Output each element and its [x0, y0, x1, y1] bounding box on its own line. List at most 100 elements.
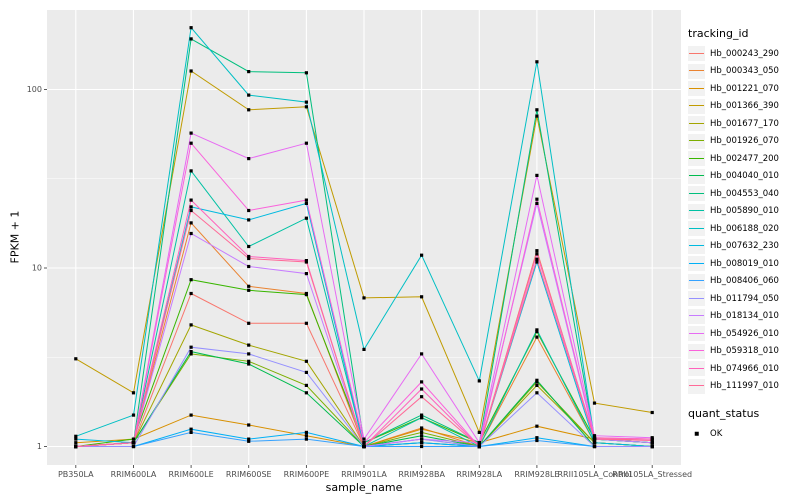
data-point — [420, 430, 424, 434]
data-point — [247, 423, 251, 427]
data-point — [304, 430, 308, 434]
legend-item-label: Hb_001926_070 — [710, 136, 779, 147]
legend-item-label: Hb_008406_060 — [710, 276, 779, 287]
legend-item-label: Hb_006188_020 — [710, 223, 779, 234]
data-point — [189, 131, 193, 135]
data-point — [247, 284, 251, 288]
legend-key — [688, 151, 705, 167]
data-point — [362, 441, 366, 445]
quant-legend-item: OK — [688, 425, 798, 443]
line-swatch-icon — [689, 280, 704, 282]
data-point — [304, 260, 308, 264]
legend-item-label: Hb_005890_010 — [710, 206, 779, 217]
line-swatch-icon — [689, 332, 704, 334]
data-point — [304, 434, 308, 438]
data-point — [247, 157, 251, 161]
data-point — [74, 357, 78, 361]
data-point — [247, 288, 251, 292]
data-point — [304, 71, 308, 75]
legend-item-label: Hb_001677_170 — [710, 118, 779, 129]
legend-item-label: Hb_002477_200 — [710, 153, 779, 164]
legend-item: Hb_008019_010 — [688, 255, 798, 273]
data-point — [420, 444, 424, 449]
data-point — [189, 323, 193, 327]
data-point — [535, 424, 539, 428]
x-tick-label: RRIM901LA — [341, 470, 387, 479]
data-point — [189, 26, 193, 30]
data-point — [304, 216, 308, 220]
legend-key — [688, 203, 705, 219]
data-point — [247, 439, 251, 443]
x-tick-label: RRIM600LA — [111, 470, 157, 479]
data-point — [247, 321, 251, 325]
data-point — [247, 343, 251, 347]
data-point — [247, 70, 251, 74]
legend-item: Hb_001366_390 — [688, 98, 798, 116]
data-point — [189, 141, 193, 145]
data-point — [247, 359, 251, 363]
x-tick-label: RRII105LA_Control — [557, 470, 631, 479]
x-tick-label: RRIM600LE — [169, 470, 214, 479]
data-point — [362, 444, 366, 449]
data-point — [304, 141, 308, 145]
data-point — [74, 441, 78, 445]
data-point — [189, 208, 193, 213]
data-point — [477, 430, 481, 434]
data-point — [535, 335, 539, 339]
line-swatch-icon — [689, 175, 704, 177]
data-point — [131, 444, 136, 449]
data-point — [189, 352, 193, 356]
legend-item: Hb_011794_050 — [688, 290, 798, 308]
legend-key — [688, 308, 705, 324]
data-point — [592, 401, 597, 405]
data-point — [304, 198, 308, 202]
x-tick-label: RRIM928LE — [514, 470, 559, 479]
data-point — [74, 444, 78, 449]
data-point — [535, 383, 539, 387]
data-point — [189, 169, 193, 173]
data-point — [535, 60, 539, 64]
data-point — [535, 249, 539, 253]
data-point — [189, 69, 193, 73]
legend-key — [688, 273, 705, 289]
legend-item-label: Hb_004553_040 — [710, 188, 779, 199]
data-point — [247, 264, 251, 269]
y-tick-label: 10 — [32, 264, 42, 273]
data-point — [362, 437, 366, 441]
data-point — [189, 413, 193, 417]
y-tick-label: 1 — [37, 442, 42, 451]
data-point — [535, 330, 539, 334]
legend-key — [688, 186, 705, 202]
legend-item-label: Hb_018134_010 — [710, 311, 779, 322]
line-swatch-icon — [689, 210, 704, 212]
data-point — [247, 352, 251, 356]
legend-key — [688, 426, 705, 442]
legend-key — [688, 98, 705, 114]
legend-key — [688, 378, 705, 394]
legend-key — [688, 116, 705, 132]
line-swatch-icon — [689, 192, 704, 194]
legend-item: Hb_004040_010 — [688, 168, 798, 186]
data-point — [592, 437, 597, 441]
data-point — [304, 100, 308, 104]
legend-item: Hb_004553_040 — [688, 185, 798, 203]
legend-item: Hb_001677_170 — [688, 115, 798, 133]
legend-item: Hb_002477_200 — [688, 150, 798, 168]
legend-key — [688, 326, 705, 342]
data-point — [592, 434, 597, 438]
data-point — [420, 437, 424, 441]
x-tick-label: RRIM928BA — [398, 470, 445, 479]
x-axis-title: sample_name — [325, 481, 403, 494]
legend-item-label: Hb_074966_010 — [710, 363, 779, 374]
data-point — [74, 434, 78, 438]
legend-item: Hb_008406_060 — [688, 273, 798, 291]
data-point — [420, 413, 424, 417]
line-swatch-icon — [689, 157, 704, 159]
data-point — [420, 434, 424, 438]
line-swatch-icon — [689, 315, 704, 317]
data-point — [189, 430, 193, 434]
data-point — [650, 441, 654, 445]
legend-item: Hb_054926_010 — [688, 325, 798, 343]
data-point — [535, 438, 539, 443]
data-point — [535, 201, 539, 205]
